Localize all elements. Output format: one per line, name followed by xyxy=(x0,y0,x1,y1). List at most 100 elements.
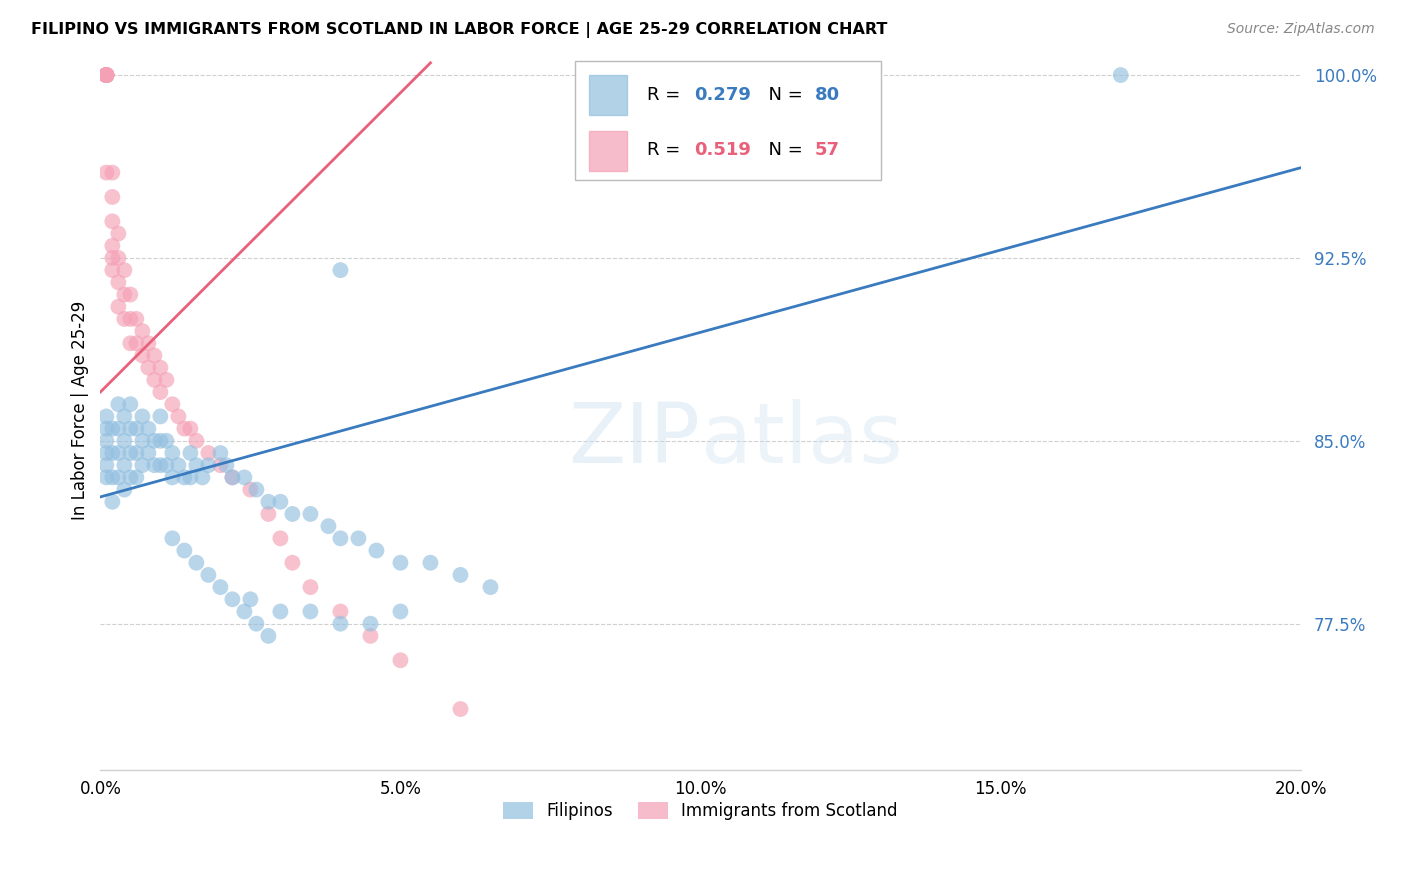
Point xyxy=(149,409,172,424)
Point xyxy=(131,434,153,448)
Point xyxy=(96,68,118,82)
Point xyxy=(112,409,135,424)
Point xyxy=(143,458,166,473)
Point xyxy=(96,68,118,82)
Point xyxy=(112,458,135,473)
Point xyxy=(197,568,219,582)
Point xyxy=(221,592,243,607)
Point xyxy=(318,519,340,533)
Point xyxy=(107,227,129,241)
Point xyxy=(120,446,142,460)
Point xyxy=(239,592,262,607)
Point xyxy=(96,446,118,460)
Point xyxy=(299,507,322,521)
Point xyxy=(96,165,118,179)
Point xyxy=(197,458,219,473)
Text: N =: N = xyxy=(756,142,808,160)
Point xyxy=(215,458,238,473)
Point xyxy=(96,409,118,424)
Point xyxy=(221,470,243,484)
Point xyxy=(239,483,262,497)
Point xyxy=(269,532,291,546)
FancyBboxPatch shape xyxy=(575,62,880,180)
Point xyxy=(112,483,135,497)
Point xyxy=(112,312,135,326)
Point xyxy=(112,263,135,277)
Point xyxy=(329,532,352,546)
Point xyxy=(107,397,129,411)
Point xyxy=(101,214,124,228)
Point xyxy=(257,507,280,521)
Text: N =: N = xyxy=(756,86,808,103)
Point xyxy=(149,434,172,448)
Point xyxy=(347,532,370,546)
Point xyxy=(120,287,142,301)
Point xyxy=(155,458,177,473)
Point xyxy=(233,470,256,484)
Point xyxy=(96,68,118,82)
Point xyxy=(125,312,148,326)
Point xyxy=(143,349,166,363)
Point xyxy=(209,446,232,460)
Point xyxy=(101,165,124,179)
Point xyxy=(101,422,124,436)
Point xyxy=(96,470,118,484)
Point xyxy=(96,458,118,473)
Point xyxy=(299,605,322,619)
Point xyxy=(101,495,124,509)
Point xyxy=(107,276,129,290)
Point xyxy=(257,629,280,643)
Point xyxy=(167,458,190,473)
Point xyxy=(269,605,291,619)
Point xyxy=(450,568,472,582)
Point xyxy=(179,470,201,484)
Point xyxy=(138,422,160,436)
Point xyxy=(131,349,153,363)
Point xyxy=(173,543,195,558)
FancyBboxPatch shape xyxy=(589,75,627,115)
Point xyxy=(149,458,172,473)
Point xyxy=(143,434,166,448)
Point xyxy=(281,507,304,521)
Point xyxy=(131,324,153,338)
Text: 0.279: 0.279 xyxy=(695,86,751,103)
Y-axis label: In Labor Force | Age 25-29: In Labor Force | Age 25-29 xyxy=(72,301,89,520)
Point xyxy=(299,580,322,594)
Point xyxy=(366,543,388,558)
Point xyxy=(143,373,166,387)
Point xyxy=(209,580,232,594)
Point xyxy=(186,458,208,473)
Text: FILIPINO VS IMMIGRANTS FROM SCOTLAND IN LABOR FORCE | AGE 25-29 CORRELATION CHAR: FILIPINO VS IMMIGRANTS FROM SCOTLAND IN … xyxy=(31,22,887,38)
Point xyxy=(162,446,184,460)
Point xyxy=(419,556,441,570)
Point xyxy=(281,556,304,570)
Point xyxy=(389,605,412,619)
Point xyxy=(96,68,118,82)
Point xyxy=(1109,68,1132,82)
Point xyxy=(186,434,208,448)
Text: atlas: atlas xyxy=(700,399,903,480)
Point xyxy=(186,556,208,570)
Point xyxy=(138,336,160,351)
Point xyxy=(269,495,291,509)
Point xyxy=(101,239,124,253)
Point xyxy=(101,470,124,484)
Point xyxy=(101,190,124,204)
Point xyxy=(96,68,118,82)
Point xyxy=(155,373,177,387)
Point xyxy=(479,580,502,594)
Point xyxy=(96,68,118,82)
Point xyxy=(107,251,129,265)
Text: R =: R = xyxy=(647,86,686,103)
Point xyxy=(162,397,184,411)
Point xyxy=(112,287,135,301)
Point xyxy=(389,653,412,667)
Point xyxy=(167,409,190,424)
Point xyxy=(138,446,160,460)
Point xyxy=(112,434,135,448)
Point xyxy=(359,616,381,631)
FancyBboxPatch shape xyxy=(589,131,627,170)
Point xyxy=(197,446,219,460)
Point xyxy=(120,397,142,411)
Point xyxy=(96,68,118,82)
